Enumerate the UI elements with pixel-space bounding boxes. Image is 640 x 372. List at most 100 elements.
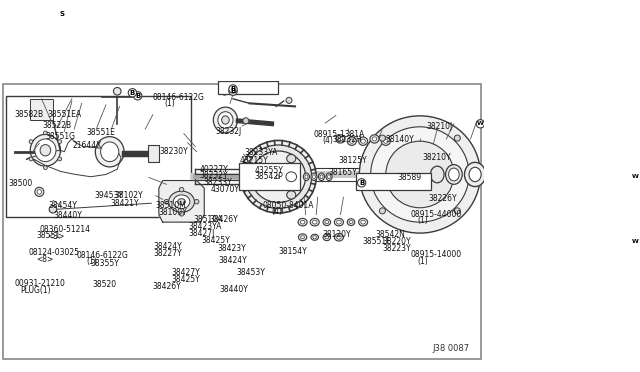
Text: <3>: <3>: [47, 231, 65, 241]
Circle shape: [358, 179, 366, 187]
Text: 38227Y: 38227Y: [153, 249, 182, 258]
Text: 08915-14000: 08915-14000: [411, 250, 461, 259]
Bar: [6, 96, 191, 217]
Bar: [239, 163, 300, 190]
Text: 38421Y: 38421Y: [110, 199, 139, 208]
Text: B: B: [230, 88, 236, 94]
Ellipse shape: [465, 162, 486, 187]
Circle shape: [454, 208, 460, 214]
Text: 38520: 38520: [92, 280, 116, 289]
Text: 08124-03025: 08124-03025: [28, 248, 79, 257]
Text: 43255Y: 43255Y: [255, 166, 284, 175]
Bar: [30, 99, 53, 120]
Ellipse shape: [358, 218, 367, 226]
Circle shape: [454, 135, 460, 141]
Text: (1): (1): [417, 257, 428, 266]
Text: 21644X: 21644X: [72, 141, 102, 150]
Ellipse shape: [328, 175, 331, 179]
Ellipse shape: [300, 220, 305, 224]
Circle shape: [380, 135, 385, 141]
Circle shape: [58, 10, 66, 18]
Circle shape: [35, 187, 44, 196]
Text: (4): (4): [271, 207, 282, 216]
Circle shape: [229, 87, 237, 96]
Ellipse shape: [359, 116, 481, 233]
Text: 38424Y: 38424Y: [153, 242, 182, 251]
Text: 39453Y: 39453Y: [95, 191, 124, 200]
Text: 38454Y: 38454Y: [49, 201, 77, 211]
Circle shape: [58, 157, 61, 161]
Ellipse shape: [287, 154, 296, 163]
Text: 38551G: 38551G: [45, 132, 75, 141]
Ellipse shape: [282, 169, 300, 185]
Text: 38582B: 38582B: [15, 110, 44, 119]
Text: B: B: [230, 86, 236, 92]
Text: B: B: [130, 90, 135, 96]
Text: 38551: 38551: [36, 231, 60, 240]
Text: 38423Y: 38423Y: [218, 244, 246, 253]
Text: 38210Y: 38210Y: [422, 153, 451, 162]
Text: (1): (1): [164, 99, 175, 108]
Circle shape: [243, 118, 249, 124]
Ellipse shape: [298, 234, 307, 241]
Ellipse shape: [313, 236, 317, 239]
Text: 00931-21210: 00931-21210: [15, 279, 65, 288]
Text: 43215Y: 43215Y: [239, 155, 268, 164]
Circle shape: [179, 187, 184, 192]
Ellipse shape: [218, 112, 233, 128]
Ellipse shape: [286, 172, 296, 182]
Text: 38551E: 38551E: [86, 128, 115, 137]
Ellipse shape: [310, 218, 319, 226]
Ellipse shape: [445, 165, 462, 184]
Ellipse shape: [358, 137, 367, 145]
Circle shape: [29, 157, 33, 161]
Ellipse shape: [334, 218, 344, 226]
Circle shape: [29, 140, 33, 144]
Ellipse shape: [349, 221, 353, 224]
Ellipse shape: [221, 116, 229, 124]
Text: 38154Y: 38154Y: [278, 247, 307, 256]
Ellipse shape: [30, 134, 61, 166]
Text: PLUG(1): PLUG(1): [20, 286, 51, 295]
Text: 08915-44000: 08915-44000: [411, 210, 462, 219]
Text: <8>: <8>: [36, 255, 54, 264]
Text: 38426Y: 38426Y: [209, 215, 238, 224]
Text: 38100Y: 38100Y: [159, 208, 188, 218]
Ellipse shape: [449, 168, 459, 181]
Circle shape: [195, 199, 199, 204]
Ellipse shape: [386, 141, 454, 208]
Text: 38589: 38589: [397, 173, 421, 182]
Text: 43070Y: 43070Y: [211, 185, 239, 194]
Text: 38165Y: 38165Y: [328, 168, 357, 177]
Text: 08360-51214: 08360-51214: [40, 225, 91, 234]
Text: (1): (1): [86, 257, 97, 266]
Text: 38425Y: 38425Y: [201, 236, 230, 245]
Text: S: S: [60, 11, 65, 17]
Circle shape: [380, 208, 385, 214]
Circle shape: [44, 131, 47, 135]
Text: 38232Y: 38232Y: [200, 171, 228, 180]
Circle shape: [44, 166, 47, 170]
Text: 38425Y: 38425Y: [172, 275, 200, 285]
Ellipse shape: [312, 220, 317, 224]
Text: 38140Y: 38140Y: [385, 135, 414, 144]
Ellipse shape: [241, 141, 316, 213]
Text: (1): (1): [417, 216, 428, 225]
Ellipse shape: [334, 234, 344, 241]
Ellipse shape: [323, 234, 331, 241]
Ellipse shape: [287, 191, 296, 199]
Ellipse shape: [305, 175, 308, 179]
Text: 38453Y: 38453Y: [236, 268, 265, 277]
Text: 38210J: 38210J: [426, 122, 452, 131]
Circle shape: [221, 87, 228, 95]
Ellipse shape: [213, 107, 237, 133]
Polygon shape: [159, 180, 204, 222]
Ellipse shape: [371, 127, 469, 222]
Text: 38232J: 38232J: [215, 127, 241, 136]
Circle shape: [49, 205, 57, 213]
Ellipse shape: [268, 167, 289, 187]
Ellipse shape: [312, 175, 316, 179]
Text: 08146-6122G: 08146-6122G: [153, 93, 205, 102]
Text: 38355Y: 38355Y: [90, 259, 119, 267]
Bar: [147, 145, 159, 161]
